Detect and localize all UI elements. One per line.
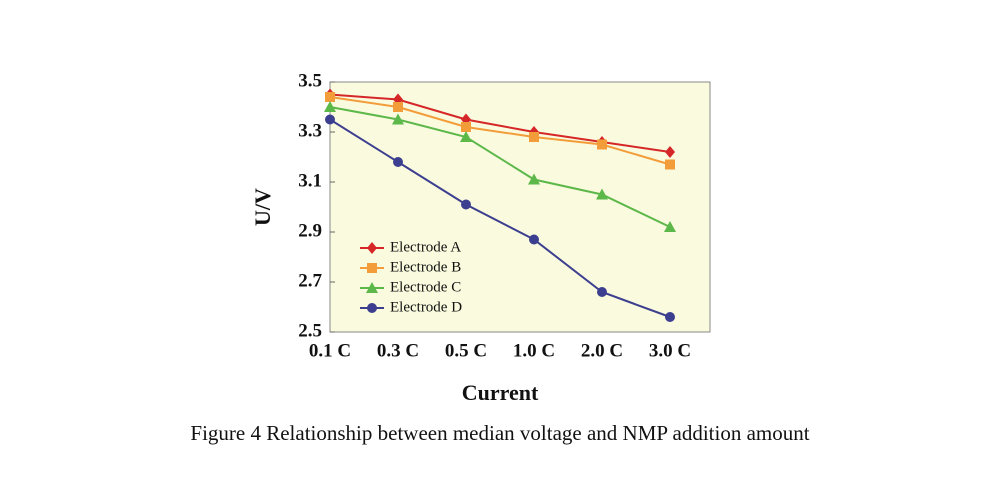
- series-line: [329, 96, 671, 166]
- data-point: [461, 122, 471, 132]
- legend-marker: [367, 242, 377, 254]
- data-point: [596, 188, 608, 200]
- legend-marker: [367, 263, 377, 273]
- x-tick-label: 2.0 C: [581, 340, 623, 361]
- data-point: [665, 312, 675, 322]
- y-tick-label: 2.9: [298, 220, 322, 241]
- y-tick-label: 3.3: [298, 120, 322, 141]
- y-tick-label: 3.5: [298, 70, 322, 91]
- legend-label: Electrode A: [390, 239, 461, 255]
- data-point: [665, 159, 675, 170]
- data-point: [393, 102, 403, 112]
- data-point: [460, 131, 472, 142]
- data-point: [665, 146, 675, 158]
- data-point: [324, 101, 336, 112]
- data-point: [528, 173, 540, 185]
- legend-marker: [367, 303, 377, 313]
- data-point: [664, 221, 676, 232]
- legend-label: Electrode C: [390, 279, 461, 295]
- caption: Figure 4 Relationship between median vol…: [190, 421, 809, 445]
- data-point: [325, 92, 335, 102]
- x-axis-label: Current: [462, 380, 539, 405]
- data-point: [529, 234, 539, 245]
- y-tick-label: 3.1: [298, 170, 322, 191]
- series-line: [329, 106, 671, 228]
- legend-label: Electrode B: [390, 259, 461, 275]
- y-axis-label: U/V: [250, 188, 275, 226]
- data-point: [597, 287, 607, 297]
- data-point: [392, 113, 404, 125]
- legend-label: Electrode D: [390, 299, 462, 315]
- x-tick-label: 1.0 C: [513, 340, 555, 361]
- legend-marker: [366, 282, 378, 293]
- series-line: [329, 93, 671, 153]
- data-point: [393, 157, 403, 167]
- y-tick-label: 2.7: [298, 270, 322, 291]
- data-point: [461, 199, 471, 210]
- x-tick-label: 3.0 C: [649, 340, 691, 361]
- x-tick-label: 0.1 C: [309, 340, 351, 361]
- data-point: [597, 139, 607, 150]
- data-point: [529, 132, 539, 142]
- plot-area: [329, 81, 711, 333]
- x-tick-label: 0.5 C: [445, 340, 487, 361]
- y-tick-label: 2.5: [298, 320, 322, 341]
- data-point: [325, 114, 335, 125]
- series-line: [329, 118, 671, 318]
- plot-layer: 2.5 2.7 2.9 3.1 3.3 3.5 0.1 C 0.3 C 0.5 C 1.0 C 2.…: [298, 70, 691, 361]
- x-tick-label: 0.3 C: [377, 340, 419, 361]
